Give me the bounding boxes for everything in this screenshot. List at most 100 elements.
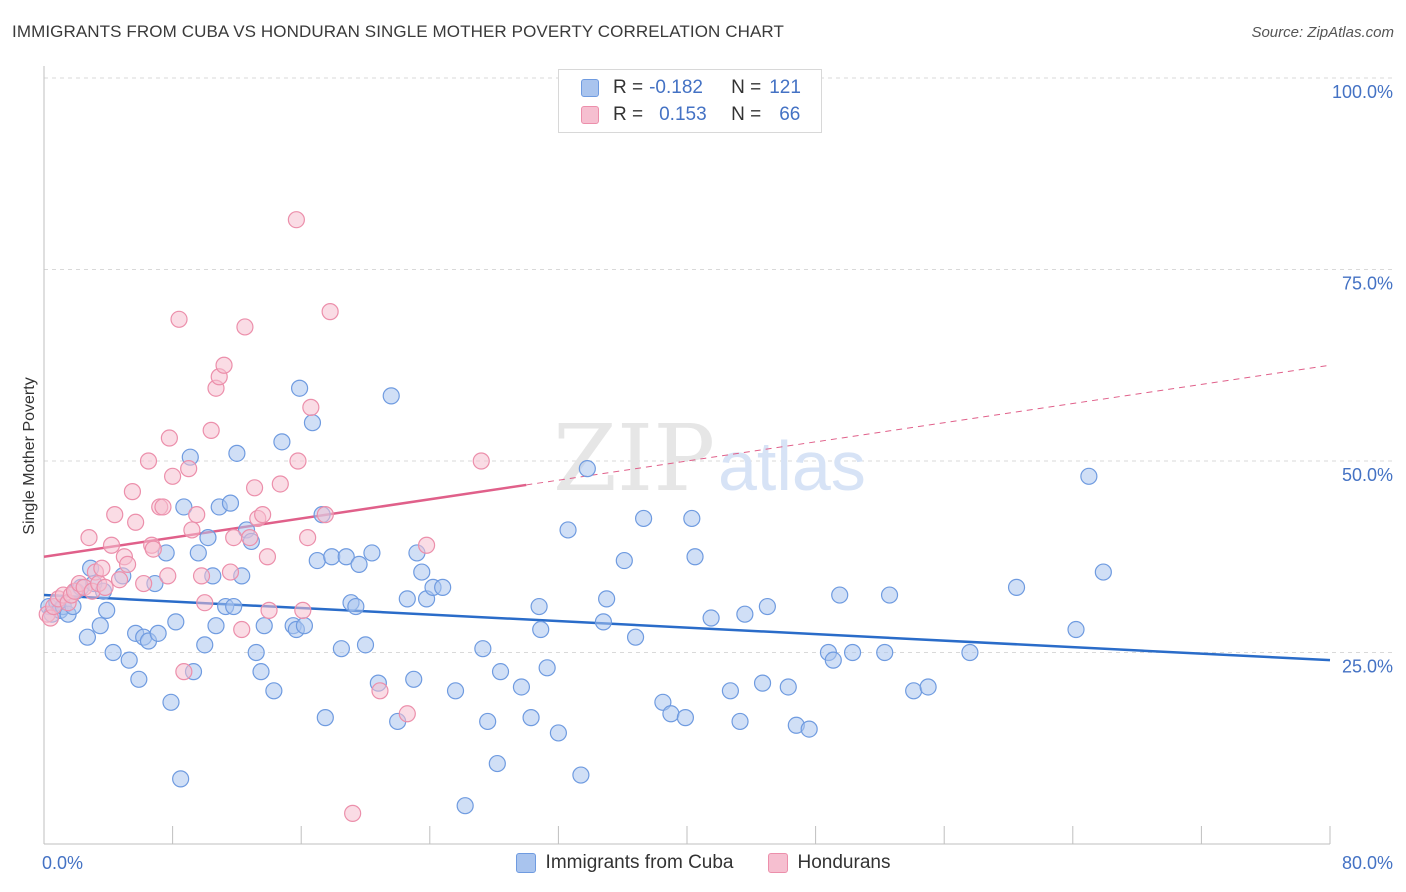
cuba-point <box>530 597 548 616</box>
cuba-point <box>273 433 291 451</box>
cuba-point <box>721 682 740 700</box>
honduran-point <box>258 548 277 566</box>
cuba-point <box>1094 563 1112 581</box>
honduran-point <box>316 506 334 524</box>
tick-labels: 25.0% 50.0% 75.0% 100.0% 0.0% 80.0% <box>42 82 1393 873</box>
honduran-point <box>254 506 272 524</box>
honduran-point <box>245 479 264 497</box>
cuba-point <box>347 597 365 616</box>
cuba-point <box>559 521 577 539</box>
cuba-point <box>405 670 423 688</box>
cuba-point <box>598 590 616 608</box>
cuba-point <box>189 544 207 562</box>
honduran-point <box>164 467 182 485</box>
cuba-point <box>1080 467 1098 485</box>
cuba-point <box>78 628 97 646</box>
cuba-point <box>323 548 341 566</box>
honduran-point <box>110 571 129 589</box>
honduran-point <box>175 663 193 681</box>
cuba-point <box>662 705 680 723</box>
r-value: -0.182 <box>649 77 703 98</box>
cuba-point <box>225 597 243 616</box>
honduran-point <box>160 429 178 447</box>
y-tick-label: 25.0% <box>1342 657 1393 677</box>
cuba-point <box>247 643 265 662</box>
series-legend: Immigrants from Cuba Hondurans <box>0 852 1406 874</box>
cuba-point <box>199 528 217 547</box>
cuba-point <box>120 651 138 669</box>
cuba-point <box>488 754 506 773</box>
data-points <box>38 211 1112 822</box>
y-tick-label: 75.0% <box>1342 274 1393 294</box>
cuba-point <box>332 640 350 658</box>
source-label: Source: ZipAtlas.com <box>1251 24 1394 41</box>
cuba-point <box>337 548 355 566</box>
cuba-point <box>207 617 225 635</box>
cuba-point <box>479 712 497 731</box>
honduran-point <box>159 567 177 585</box>
cuba-point <box>104 643 122 662</box>
honduran-point <box>225 528 243 547</box>
cuba-point <box>167 613 185 631</box>
cuba-point <box>149 624 167 642</box>
honduran-point <box>299 528 317 547</box>
cuba-point <box>175 498 193 516</box>
honduran-point <box>241 528 259 547</box>
honduran-point <box>106 506 124 524</box>
cuba-point <box>98 601 116 619</box>
honduran-point <box>287 211 305 229</box>
cuba-point <box>753 674 772 692</box>
cuba-point <box>779 678 797 696</box>
cuba-point <box>800 720 818 738</box>
legend-item-cuba[interactable]: Immigrants from Cuba <box>515 852 734 874</box>
cuba-point <box>255 617 273 635</box>
cuba-point <box>1067 620 1085 639</box>
honduran-point <box>236 318 254 336</box>
r-label: R = <box>613 77 644 98</box>
x-tick-label: 80.0% <box>1342 853 1393 873</box>
cuba-point <box>491 663 510 681</box>
cuba-point <box>303 414 322 432</box>
cuba-point <box>683 509 701 528</box>
legend-item-hondurans[interactable]: Hondurans <box>767 852 890 874</box>
cuba-point <box>594 613 613 631</box>
y-tick-label: 50.0% <box>1342 465 1393 485</box>
cuba-point <box>532 620 550 639</box>
cuba-point <box>350 555 368 574</box>
honduran-point <box>294 601 312 619</box>
cuba-point <box>413 563 431 581</box>
n-label: N = <box>731 77 762 98</box>
stats-legend: R = -0.182 N = 121 R = 0.153 N = 66 <box>558 69 822 133</box>
cuba-point <box>474 640 492 658</box>
cuba-point <box>919 678 937 696</box>
honduran-point <box>127 513 145 531</box>
cuba-point <box>316 709 334 727</box>
honduran-point <box>154 498 172 516</box>
cuba-point <box>549 724 568 742</box>
trend-lines <box>43 364 1331 662</box>
cuba-legend-swatch <box>515 853 536 873</box>
honduran-point <box>417 536 436 554</box>
honduran-point <box>123 483 142 501</box>
watermark-zip: ZIP <box>553 405 715 512</box>
cuba-point <box>295 617 314 635</box>
cuba-point <box>456 797 474 815</box>
honduran-point <box>180 460 198 478</box>
honduran-point <box>183 521 201 539</box>
honduran-point <box>139 452 158 470</box>
cuba-point <box>308 551 326 570</box>
cuba-point <box>702 609 720 627</box>
cuba-point <box>905 682 923 700</box>
cuba-point <box>196 636 214 654</box>
honduran-point <box>221 563 240 581</box>
honduran-point <box>144 540 162 558</box>
honduran-point <box>93 559 111 577</box>
cuba-point <box>130 670 148 688</box>
cuba-point <box>228 444 246 462</box>
cuba-point <box>731 712 749 731</box>
honduran-point <box>202 421 220 439</box>
watermark: ZIP atlas <box>553 405 866 512</box>
n-value: 66 <box>779 104 801 125</box>
cuba-point <box>831 586 849 604</box>
